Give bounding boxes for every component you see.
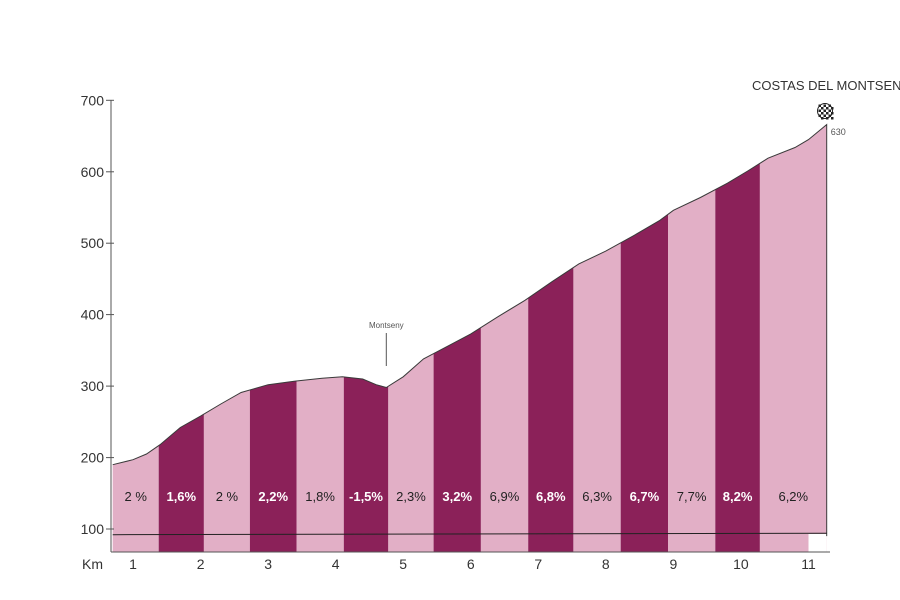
gradient-segment-11 [573, 242, 621, 553]
x-tick-label: 2 [197, 556, 205, 572]
gradient-segment-8 [433, 327, 481, 552]
gradient-segment-9 [480, 298, 529, 552]
y-tick-label: 600 [81, 164, 105, 180]
y-tick-label: 500 [81, 235, 105, 251]
y-tick-label: 100 [81, 521, 105, 537]
x-tick-label: 6 [467, 556, 475, 572]
gradient-segment-12 [620, 214, 668, 553]
gradient-segment-1 [112, 445, 159, 552]
gradient-segment-10 [528, 267, 574, 552]
gradient-label: 6,8% [536, 489, 566, 504]
gradient-label: 6,3% [582, 489, 612, 504]
gradient-segment-7 [388, 353, 434, 552]
gradient-segments [112, 124, 827, 553]
x-tick-label: 8 [602, 556, 610, 572]
waypoint-marker: Montseny [369, 321, 404, 366]
checkered-flag-icon [817, 103, 834, 120]
gradient-segment-3 [203, 390, 250, 552]
y-tick-label: 200 [81, 450, 105, 466]
y-tick-label: 700 [81, 92, 105, 108]
gradient-label: 7,7% [677, 489, 707, 504]
x-tick-label: 4 [332, 556, 340, 572]
x-tick-label: 9 [670, 556, 678, 572]
gradient-label: 6,7% [630, 489, 660, 504]
x-tick-label: 3 [264, 556, 272, 572]
x-tick-label: 7 [534, 556, 542, 572]
gradient-label: 8,2% [723, 489, 753, 504]
x-axis: Km 1 2 3 4 5 6 7 8 9 10 11 [82, 551, 830, 572]
gradient-segment-13 [668, 189, 716, 552]
gradient-label: 6,9% [490, 489, 520, 504]
y-axis: 100 200 300 400 500 600 700 [81, 92, 114, 552]
summit-elevation: 630 [831, 127, 846, 137]
base-line [112, 532, 827, 536]
gradient-label: 2,2% [258, 489, 288, 504]
y-tick-label: 400 [81, 307, 105, 323]
gradient-label: 3,2% [442, 489, 472, 504]
gradient-label: 1,8% [305, 489, 335, 504]
gradient-segment-5 [296, 376, 344, 552]
profile-outline [112, 123, 828, 537]
summit-title: COSTAS DEL MONTSENY [752, 78, 900, 93]
gradient-segment-15 [759, 124, 827, 552]
gradient-label: 2,3% [396, 489, 426, 504]
x-axis-title: Km [82, 556, 103, 572]
gradient-segment-14 [715, 163, 760, 553]
x-tick-label: 10 [733, 556, 749, 572]
base-notch [808, 534, 827, 552]
summit-marker: COSTAS DEL MONTSENY 630 [752, 78, 900, 137]
gradient-label: 1,6% [166, 489, 196, 504]
gradient-label: 6,2% [778, 489, 808, 504]
gradient-segment-6 [343, 377, 389, 552]
gradient-label: 2 % [216, 489, 239, 504]
gradient-segment-4 [249, 381, 297, 552]
gradient-label: 2 % [124, 489, 147, 504]
gradient-label: -1,5% [349, 489, 383, 504]
x-tick-label: 1 [129, 556, 137, 572]
y-tick-label: 300 [81, 378, 105, 394]
x-tick-label: 11 [801, 556, 816, 572]
gradient-labels: 2 % 1,6% 2 % 2,2% 1,8% -1,5% 2,3% 3,2% 6,9% 6,8% 6… [124, 489, 808, 504]
waypoint-label: Montseny [369, 321, 404, 330]
gradient-segment-2 [158, 414, 204, 552]
x-tick-label: 5 [399, 556, 407, 572]
